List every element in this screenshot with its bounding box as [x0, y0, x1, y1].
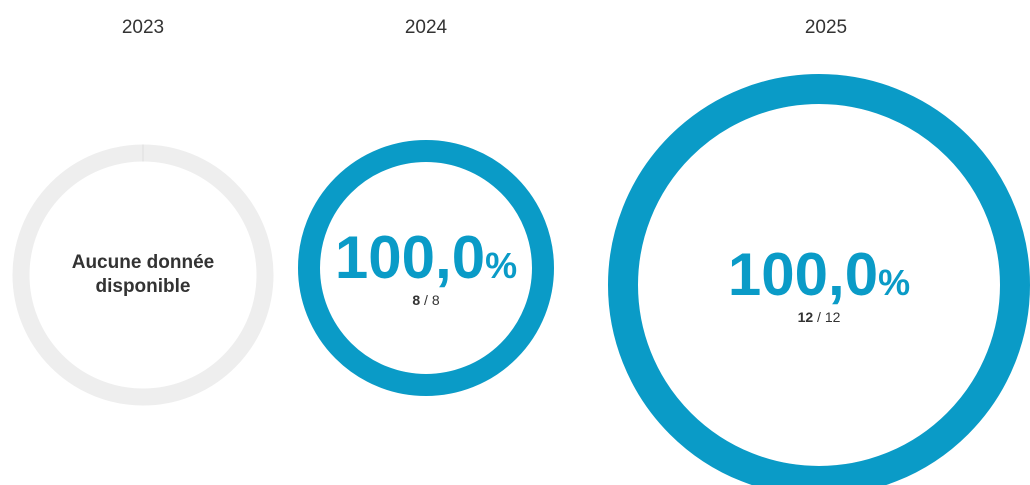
count-ratio: 8 / 8: [412, 292, 440, 308]
count: 12: [797, 309, 814, 325]
percent-unit: %: [878, 262, 911, 303]
gauge-arc: [608, 74, 1030, 485]
percent-number: 100,0: [727, 241, 879, 308]
no-data-label: Aucune donnée disponible: [71, 252, 215, 297]
gauge-center: 100,0% 12 / 12: [728, 245, 910, 326]
count: 8: [412, 292, 421, 308]
gauge-title: 2024: [404, 17, 448, 38]
gauge-center: Aucune donnée disponible: [58, 251, 228, 299]
count-ratio: 12 / 12: [797, 309, 841, 325]
gauge-title: 2023: [121, 17, 165, 38]
total: 12: [824, 309, 841, 325]
percent-unit: %: [485, 245, 518, 286]
percent-number: 100,0: [334, 224, 486, 291]
gauge-arc: [298, 140, 554, 396]
total: 8: [431, 292, 440, 308]
percent-value: 100,0%: [728, 245, 910, 305]
percent-value: 100,0%: [335, 228, 517, 288]
gauge-center: 100,0% 8 / 8: [335, 228, 517, 309]
gauge-title: 2025: [804, 17, 848, 38]
